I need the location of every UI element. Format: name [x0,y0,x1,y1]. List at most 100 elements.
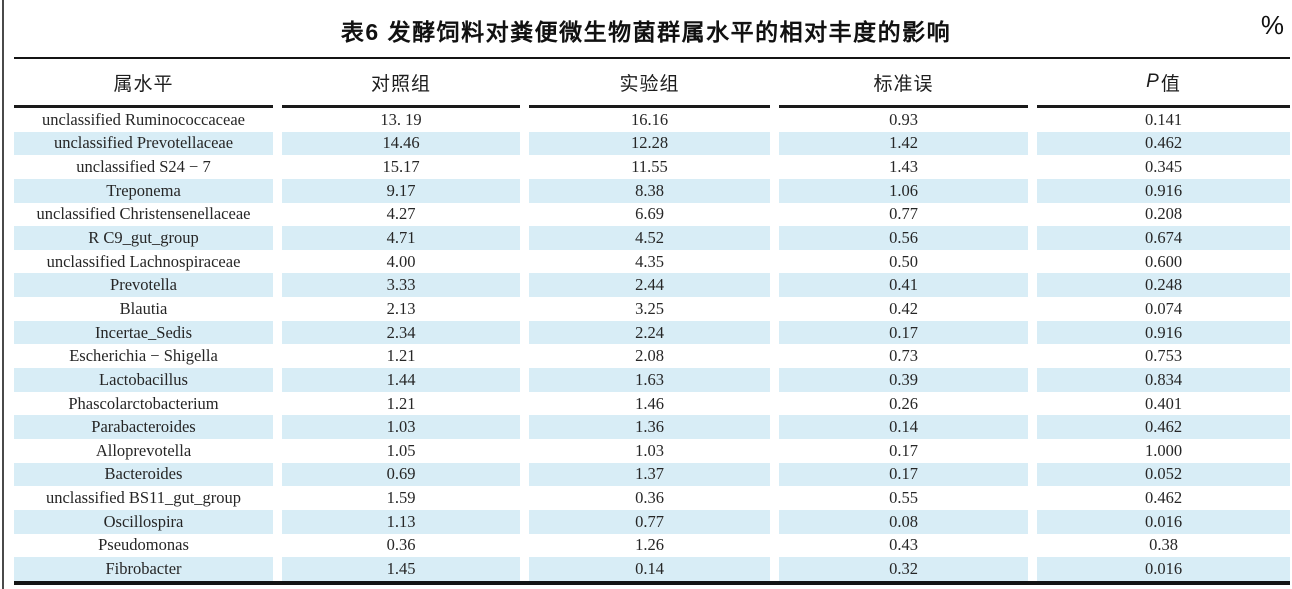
table-cell: 2.34 [282,320,520,345]
table-cell: 0.77 [529,509,770,534]
table-cell: 3.33 [282,273,520,298]
table-cell: 8.38 [529,178,770,203]
table-cell: 0.834 [1037,368,1290,392]
table-cell: 0.208 [1144,204,1183,224]
table-cell: 2.13 [386,298,416,318]
table-cell: 0.77 [889,204,918,224]
table-cell: 6.69 [635,204,664,224]
table-cell: 0.462 [1037,131,1290,156]
table-cell: 1.03 [282,415,520,439]
table-cell: 1.21 [386,393,416,413]
table-row: Prevotella 3.33 2.44 0.41 0.248 [14,273,1290,298]
table-cell: R C9_gut_group [14,226,273,250]
table-cell: 0.016 [1037,509,1290,534]
table-cell: 0.55 [889,488,918,508]
table-row: Fibrobacter 1.45 0.14 0.32 0.016 [14,557,1290,581]
table-cell: 4.71 [282,226,520,250]
table-cell: 0.39 [779,368,1028,392]
table-cell: 0.41 [779,273,1028,298]
table-cell: 1.59 [386,488,416,508]
table-cell: unclassified S24 − 7 [76,157,211,177]
table-cell: Pseudomonas [98,535,189,555]
table-cell: Phascolarctobacterium [68,393,219,413]
table-cell: 1.13 [282,509,520,534]
p-label-rest: 值 [1160,73,1181,95]
table-cell: Bacteroides [14,462,273,487]
unit-label: % [1260,10,1284,40]
title-bar: 表6 发酵饲料对粪便微生物菌群属水平的相对丰度的影响 % [0,0,1292,57]
table-cell: unclassified Christensenellaceae [36,204,251,224]
table-row: Alloprevotella 1.05 1.03 0.17 1.000 [14,439,1290,463]
table-cell: 0.916 [1037,320,1290,345]
p-italic-letter: P [1146,71,1160,92]
table-cell: 1.06 [779,178,1028,203]
table-cell: 2.08 [635,346,664,366]
table-row: unclassified Lachnospiraceae 4.00 4.35 0.50… [14,250,1290,274]
table-cell: 0.17 [779,462,1028,487]
table-cell: Incertae_Sedis [14,320,273,345]
table-cell: 2.44 [529,273,770,298]
table-cell: 0.248 [1037,273,1290,298]
table-cell: 16.16 [630,109,669,129]
col-header-experimental-group: 实验组 [529,59,770,108]
top-rule [14,57,1290,59]
table-row: Parabacteroides 1.03 1.36 0.14 0.462 [14,415,1290,439]
table-cell: Oscillospira [14,509,273,534]
table-cell: 1.46 [635,393,664,413]
table-cell: 0.462 [1037,415,1290,439]
col-header-genus-level: 属水平 [14,59,273,108]
table-cell: Lactobacillus [14,368,273,392]
table-cell: 0.73 [889,346,918,366]
table-cell: 1.26 [635,535,664,555]
table-cell: unclassified Prevotellaceae [14,131,273,156]
table-cell: 0.916 [1037,178,1290,203]
table-cell: 1.44 [282,368,520,392]
table-cell: 12.28 [529,131,770,156]
col-header-control-group: 对照组 [282,59,520,108]
table-cell: 1.63 [529,368,770,392]
table-cell: 0.016 [1037,557,1290,581]
scan-edge-line [2,0,4,589]
table-cell: 0.36 [386,535,416,555]
table-cell: unclassified Lachnospiraceae [46,251,241,271]
table-row: Pseudomonas 0.36 1.26 0.43 0.38 [14,534,1290,558]
table-cell: 9.17 [282,178,520,203]
table-cell: 0.36 [635,488,664,508]
col-header-standard-error: 标准误 [779,59,1028,108]
table-cell: 1.45 [282,557,520,581]
table-cell: 0.93 [889,109,918,129]
table-cell: 0.56 [779,226,1028,250]
table-cell: Blautia [119,298,168,318]
table-cell: 0.50 [889,251,918,271]
table-cell: 2.24 [529,320,770,345]
table-cell: 0.074 [1144,298,1183,318]
table-cell: 0.08 [779,509,1028,534]
table-row: Blautia 2.13 3.25 0.42 0.074 [14,297,1290,321]
table-cell: 4.27 [386,204,416,224]
table-row: unclassified S24 − 7 15.17 11.55 1.43 0.345 [14,155,1290,179]
table-cell: 0.462 [1144,488,1183,508]
table-cell: Alloprevotella [95,440,192,460]
table-cell: unclassified BS11_gut_group [45,488,242,508]
table-row: Phascolarctobacterium 1.21 1.46 0.26 0.401 [14,392,1290,416]
table-row: unclassified Prevotellaceae 14.46 12.28 1.4… [14,131,1290,156]
table-cell: 0.69 [282,462,520,487]
table-cell: 1.05 [386,440,416,460]
table-row: Escherichia − Shigella 1.21 2.08 0.73 0.753 [14,344,1290,368]
table-body: unclassified Ruminococcaceae 13. 19 16.16 0… [14,108,1290,581]
table-cell: 0.674 [1037,226,1290,250]
table-cell: 1.37 [529,462,770,487]
table-cell: Prevotella [14,273,273,298]
table-cell: 0.14 [529,557,770,581]
table-cell: 15.17 [382,157,420,177]
table-cell: 0.38 [1149,535,1178,555]
table-row: unclassified Christensenellaceae 4.27 6.69… [14,203,1290,227]
table-cell: 3.25 [635,298,664,318]
table-cell: 0.345 [1144,157,1183,177]
table-cell: 0.17 [889,440,918,460]
table-cell: 0.43 [889,535,918,555]
table-cell: Treponema [14,178,273,203]
